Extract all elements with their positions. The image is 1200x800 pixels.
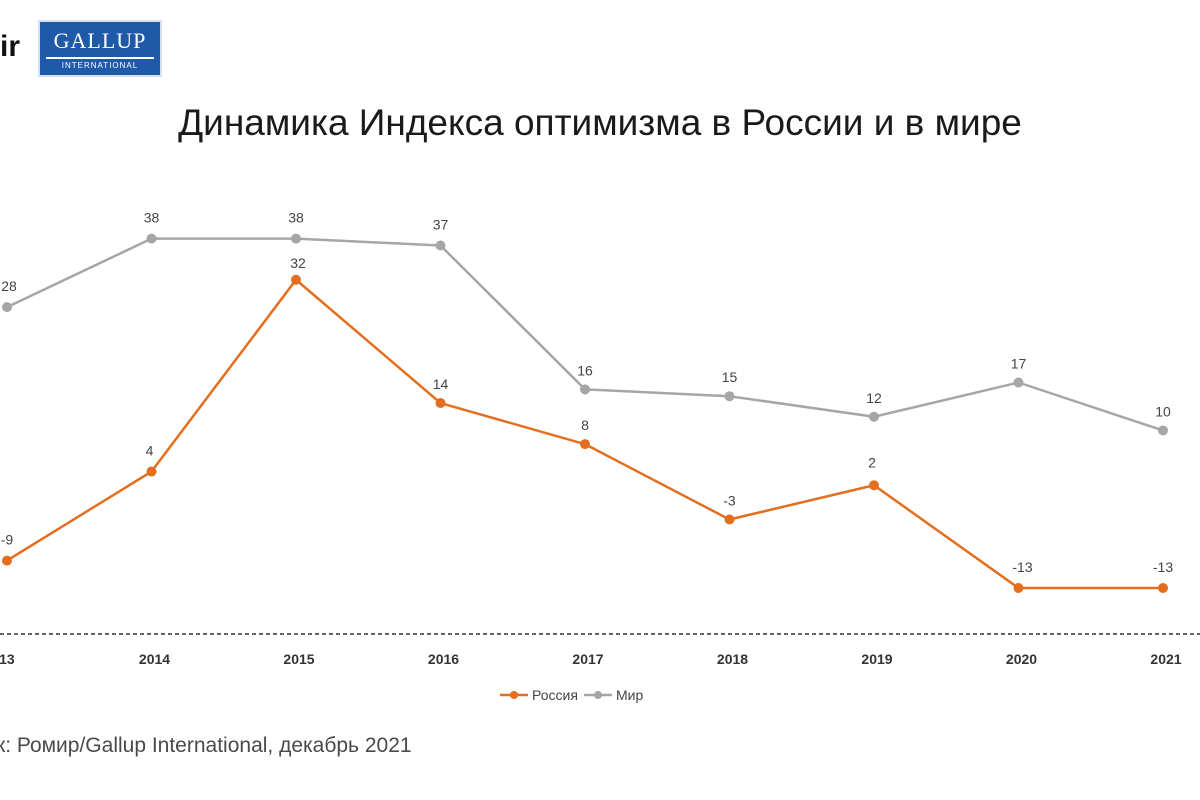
series-line-russia bbox=[6, 278, 1163, 590]
data-label-russia-2015: 32 bbox=[290, 255, 306, 271]
gallup-logo-subtitle: INTERNATIONAL bbox=[61, 61, 139, 70]
gallup-international-logo: GALLUP INTERNATIONAL bbox=[38, 20, 162, 77]
data-label-world-2014: 38 bbox=[144, 210, 160, 226]
data-label-russia-2016: 14 bbox=[433, 376, 449, 392]
point-russia-2019 bbox=[869, 480, 879, 491]
x-tick-label-2021: 2021 bbox=[1150, 651, 1181, 667]
gallup-logo-rule bbox=[46, 57, 154, 59]
data-label-russia-2020: -13 bbox=[1012, 559, 1032, 575]
data-label-russia-2014: 4 bbox=[146, 443, 154, 459]
point-world-2017 bbox=[580, 384, 590, 395]
point-world-2014 bbox=[146, 233, 157, 244]
legend-swatch-dot-russia bbox=[510, 691, 518, 699]
data-label-world-2018: 15 bbox=[722, 369, 738, 385]
x-tick-label-2020: 2020 bbox=[1006, 651, 1037, 667]
point-russia-2018 bbox=[724, 514, 735, 525]
point-russia-2017 bbox=[580, 439, 590, 450]
point-world-2020 bbox=[1013, 377, 1024, 388]
data-label-world-2016: 37 bbox=[433, 217, 449, 233]
point-russia-2021 bbox=[1158, 583, 1168, 593]
x-tick-label-2015: 2015 bbox=[283, 651, 314, 667]
x-tick-label-2014: 2014 bbox=[139, 651, 170, 667]
point-russia-2013 bbox=[2, 555, 12, 566]
data-label-world-2013: 28 bbox=[1, 278, 17, 294]
legend-swatch-dot-world bbox=[594, 691, 602, 699]
point-world-2015 bbox=[291, 233, 301, 244]
x-tick-label-2013: 013 bbox=[0, 651, 15, 667]
chart-title: Динамика Индекса оптимизма в России и в … bbox=[178, 102, 1022, 143]
x-tick-label-2016: 2016 bbox=[428, 651, 459, 667]
data-label-russia-2019: 2 bbox=[868, 454, 876, 470]
source-note: к: Ромир/Gallup International, декабрь 2… bbox=[0, 734, 412, 757]
series-line-world bbox=[6, 237, 1164, 432]
point-russia-2020 bbox=[1013, 583, 1024, 593]
point-russia-2014 bbox=[146, 466, 157, 477]
point-world-2013 bbox=[2, 302, 12, 313]
data-label-russia-2018: -3 bbox=[723, 493, 736, 509]
point-russia-2015 bbox=[291, 274, 301, 285]
legend-label-russia: Россия bbox=[532, 687, 578, 703]
point-world-2018 bbox=[724, 391, 735, 402]
optimism-index-line-chart: 013 2014 2015 2016 2017 2018 2019 2020 2021 -9 4 32… bbox=[0, 210, 1200, 703]
point-world-2021 bbox=[1158, 425, 1168, 436]
data-label-world-2019: 12 bbox=[866, 390, 882, 406]
data-label-russia-2013: -9 bbox=[1, 532, 14, 548]
romir-logo-fragment: ir bbox=[0, 30, 21, 63]
point-world-2016 bbox=[435, 240, 446, 251]
data-label-world-2021: 10 bbox=[1155, 403, 1171, 419]
x-tick-label-2017: 2017 bbox=[572, 651, 603, 667]
data-label-world-2015: 38 bbox=[288, 210, 304, 226]
data-label-world-2017: 16 bbox=[577, 362, 593, 378]
point-world-2019 bbox=[869, 411, 879, 422]
point-russia-2016 bbox=[435, 398, 446, 409]
data-label-russia-2017: 8 bbox=[581, 417, 589, 433]
x-tick-label-2019: 2019 bbox=[861, 651, 892, 667]
data-label-russia-2021: -13 bbox=[1153, 559, 1173, 575]
gallup-logo-word: GALLUP bbox=[53, 28, 147, 53]
x-tick-label-2018: 2018 bbox=[717, 651, 748, 667]
legend-label-world: Мир bbox=[616, 687, 643, 703]
data-label-world-2020: 17 bbox=[1011, 356, 1027, 372]
